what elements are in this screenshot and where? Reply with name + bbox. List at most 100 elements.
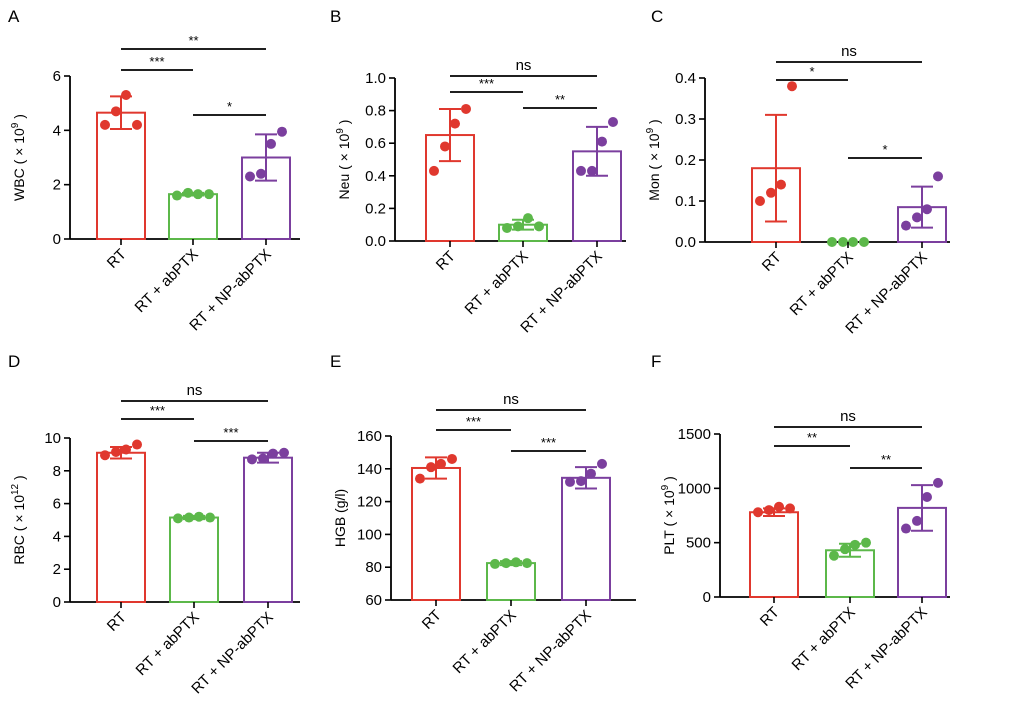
y-tick-label: 6 [53,496,61,513]
significance-label: ns [187,382,203,399]
data-point-rt-np-abptx [245,171,255,182]
data-point-rt-abptx [173,513,183,524]
data-point-rt-abptx [184,512,194,523]
y-tick-label: 0.1 [675,193,696,210]
data-point-rt [121,90,131,101]
bar-rt [96,111,146,240]
significance-label: * [882,142,887,157]
significance-label: ns [503,391,519,408]
data-point-rt-abptx [859,237,869,247]
y-tick-label: 1500 [678,426,711,443]
y-axis-label: RBC ( × 1012 ) [10,475,27,564]
data-point-rt-np-abptx [597,458,607,469]
panel-label: A [8,7,20,26]
x-tick-label: RT + abPTX [450,607,520,677]
x-tick-label: RT + NP-abPTX [506,607,595,696]
significance-label: ** [881,452,891,467]
data-point-rt-np-abptx [933,171,943,182]
data-point-rt [753,507,763,518]
data-point-rt-abptx [523,213,533,224]
data-point-rt [426,462,436,473]
y-tick-label: 0.8 [365,103,386,120]
y-tick-label: 4 [53,528,61,545]
y-tick-label: 6 [53,68,61,85]
data-point-rt [436,458,446,469]
data-point-rt-abptx [172,190,182,201]
data-point-rt-np-abptx [912,515,922,526]
y-tick-label: 0 [53,231,61,248]
bar-rt-abptx [169,516,219,603]
x-tick-label: RT + abPTX [132,246,202,316]
x-tick-label: RT + abPTX [133,609,203,679]
significance-label: *** [479,76,494,91]
data-point-rt-abptx [829,550,839,561]
data-point-rt-abptx [848,237,858,247]
data-point-rt-np-abptx [266,138,276,149]
panel-e: E 60 80 100 120 140 160 HGB (g/l) RT RT + abPTXRT… [330,352,636,695]
y-tick-label: 1000 [678,480,711,497]
panel-label: E [330,352,341,371]
y-tick-label: 120 [357,494,382,511]
x-tick-label: RT [104,609,130,635]
data-point-rt-abptx [502,222,512,233]
data-point-rt [415,473,425,484]
significance-label: *** [541,435,556,450]
y-axis-label: HGB (g/l) [332,489,348,547]
y-tick-label: 0.2 [675,152,696,169]
data-point-rt-abptx [194,511,204,522]
data-point-rt-np-abptx [922,492,932,503]
data-point-rt-abptx [534,221,544,232]
data-point-rt [461,103,471,114]
y-tick-label: 0 [703,589,711,606]
data-point-rt-np-abptx [922,204,932,215]
data-point-rt-np-abptx [576,476,586,487]
y-axis-label: Neu ( × 109 ) [335,120,352,200]
y-axis-label: WBC ( × 109 ) [10,114,27,201]
significance-label: *** [466,414,481,429]
bar-rt [96,451,146,604]
panel-label: D [8,352,20,371]
y-tick-label: 0.4 [675,70,696,87]
bar-rt-abptx [168,193,218,241]
data-point-rt-np-abptx [258,453,268,464]
panel-label: B [330,7,341,26]
data-point-rt [755,196,765,206]
data-point-rt [111,446,121,457]
y-tick-label: 80 [365,559,382,576]
data-point-rt-np-abptx [912,212,922,223]
x-tick-label: RT + abPTX [462,248,532,318]
data-point-rt-abptx [827,237,837,247]
data-point-rt [132,439,142,450]
y-tick-label: 10 [44,430,61,447]
data-point-rt-abptx [850,539,860,550]
y-tick-label: 100 [357,526,382,543]
bar-rt [749,511,799,598]
y-tick-label: 1.0 [365,70,386,87]
data-point-rt-np-abptx [256,168,266,179]
data-point-rt-np-abptx [277,126,287,137]
x-tick-label: RT [433,248,459,274]
data-point-rt [774,501,784,512]
data-point-rt-np-abptx [587,165,597,176]
x-tick-label: RT [104,246,130,272]
data-point-rt [764,505,774,516]
significance-label: ** [188,33,198,48]
data-point-rt [450,118,460,129]
y-tick-label: 8 [53,463,61,480]
data-point-rt-np-abptx [608,117,618,128]
significance-label: ns [516,57,532,74]
y-tick-label: 2 [53,561,61,578]
data-point-rt-np-abptx [268,448,278,459]
data-point-rt-abptx [490,558,500,569]
y-tick-label: 0.2 [365,200,386,217]
significance-label: ns [840,408,856,425]
significance-label: * [809,64,814,79]
x-tick-label: RT [419,607,445,633]
data-point-rt-abptx [840,544,850,555]
data-point-rt-np-abptx [576,165,586,176]
y-tick-label: 0.6 [365,135,386,152]
